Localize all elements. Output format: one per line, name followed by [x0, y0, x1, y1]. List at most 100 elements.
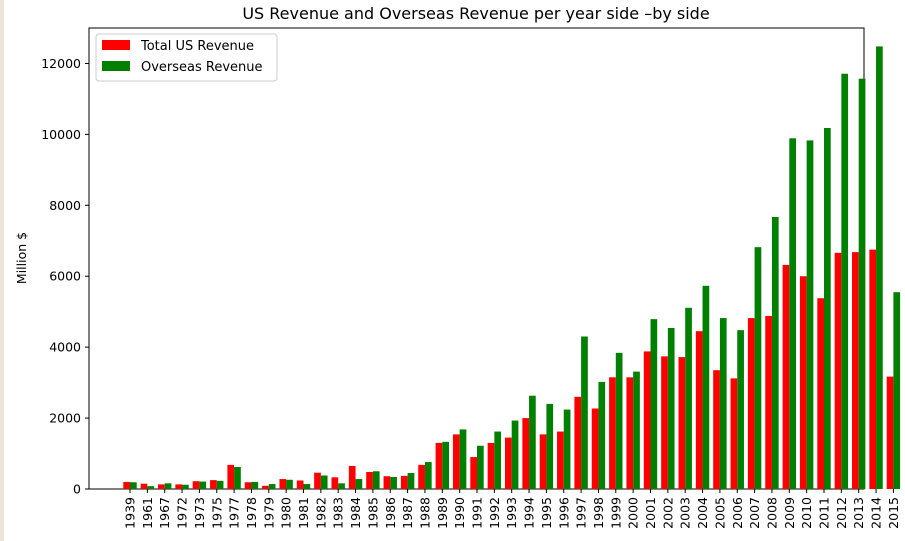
overseas-revenue-bar-1985 [372, 471, 380, 489]
us-revenue-bar-2009 [782, 264, 790, 489]
us-revenue-bar-1987 [400, 475, 408, 489]
x-tick-label: 1994 [522, 497, 537, 529]
overseas-revenue-bar-1982 [320, 475, 328, 489]
overseas-revenue-bar-1979 [268, 484, 276, 489]
us-revenue-bar-2014 [869, 249, 877, 489]
y-tick-label: 2000 [49, 411, 81, 426]
overseas-revenue-bar-1973 [199, 481, 207, 489]
window-edge [0, 0, 4, 541]
us-revenue-bar-1998 [591, 408, 599, 489]
us-revenue-bar-2006 [730, 378, 738, 489]
overseas-revenue-bar-1991 [477, 445, 484, 489]
chart-title: US Revenue and Overseas Revenue per year… [242, 4, 709, 23]
us-revenue-bar-2008 [765, 315, 772, 489]
x-tick-label: 1939 [123, 497, 138, 529]
overseas-revenue-bar-1988 [424, 462, 432, 489]
x-tick-label: 1988 [417, 497, 432, 529]
x-tick-label: 1985 [365, 497, 380, 529]
legend-label-us: Total US Revenue [140, 39, 254, 54]
x-tick-label: 1992 [487, 497, 502, 529]
overseas-revenue-bar-2010 [806, 140, 814, 489]
x-tick-label: 1997 [574, 497, 589, 529]
overseas-revenue-bar-2014 [876, 46, 883, 489]
x-tick-label: 1998 [591, 497, 606, 529]
overseas-revenue-bar-1972 [182, 484, 189, 489]
x-tick-label: 1975 [209, 497, 224, 529]
x-tick-label: 1967 [157, 497, 172, 529]
x-tick-label: 1999 [608, 497, 623, 529]
x-tick-label: 1987 [400, 497, 415, 529]
x-tick-label: 1981 [296, 497, 311, 529]
us-revenue-bar-1972 [175, 484, 183, 489]
overseas-revenue-bar-1978 [251, 481, 259, 489]
x-tick-label: 2005 [712, 497, 727, 529]
overseas-revenue-bar-2009 [789, 138, 796, 490]
x-tick-label: 2014 [869, 497, 884, 529]
x-tick-label: 2001 [643, 497, 658, 529]
overseas-revenue-bar-1975 [216, 480, 224, 489]
us-revenue-bar-2015 [886, 376, 894, 489]
x-tick-label: 1979 [261, 497, 276, 529]
us-revenue-bar-1961 [140, 483, 148, 489]
us-revenue-bar-1939 [123, 481, 130, 489]
overseas-revenue-bar-1977 [234, 467, 241, 489]
x-tick-label: 2000 [626, 497, 641, 529]
overseas-revenue-bar-1997 [581, 336, 588, 489]
x-tick-label: 2013 [851, 497, 866, 529]
us-revenue-bar-1991 [470, 457, 477, 489]
overseas-revenue-bar-2003 [685, 307, 692, 489]
legend-swatch-overseas [102, 61, 130, 71]
bars-group [123, 46, 901, 490]
us-revenue-bar-2002 [661, 356, 668, 489]
us-revenue-bar-2001 [643, 351, 651, 489]
us-revenue-bar-1989 [435, 442, 443, 489]
us-revenue-bar-1983 [331, 477, 339, 489]
overseas-revenue-bar-2012 [841, 73, 849, 489]
overseas-revenue-bar-2006 [737, 330, 744, 489]
x-tick-label: 1995 [539, 497, 554, 529]
us-revenue-bar-1986 [383, 476, 391, 489]
overseas-revenue-bar-1984 [355, 479, 363, 489]
x-tick-label: 1996 [556, 497, 571, 529]
x-tick-label: 1984 [348, 497, 363, 529]
overseas-revenue-bar-2015 [893, 292, 901, 489]
y-axis-label: Million $ [14, 232, 29, 284]
overseas-revenue-bar-1983 [338, 483, 345, 489]
y-tick-label: 4000 [49, 340, 81, 355]
us-revenue-bar-1981 [296, 480, 304, 489]
overseas-revenue-bar-2008 [771, 217, 779, 489]
overseas-revenue-bar-1980 [286, 479, 293, 489]
us-revenue-bar-1995 [539, 434, 547, 489]
x-tick-label: 1991 [470, 497, 485, 529]
us-revenue-bar-1978 [244, 482, 252, 489]
us-revenue-bar-2012 [834, 252, 842, 489]
overseas-revenue-bar-2001 [650, 319, 658, 489]
us-revenue-bar-1975 [210, 480, 217, 489]
x-tick-label: 2009 [782, 497, 797, 529]
x-tick-label: 2004 [695, 497, 710, 529]
us-revenue-bar-1993 [505, 437, 512, 489]
overseas-revenue-bar-1967 [164, 483, 172, 489]
overseas-revenue-bar-1999 [615, 352, 623, 489]
us-revenue-bar-1988 [418, 464, 425, 489]
y-axis: 0 2000 4000 6000 8000 10000 12000 [41, 56, 89, 497]
x-tick-label: 2008 [764, 497, 779, 529]
x-tick-label: 2007 [747, 497, 762, 529]
legend-box [95, 33, 278, 82]
us-revenue-bar-1977 [227, 464, 235, 489]
overseas-revenue-bar-2007 [754, 247, 762, 489]
x-tick-label: 1980 [279, 497, 294, 529]
y-tick-label: 10000 [41, 127, 81, 142]
overseas-revenue-bar-1989 [442, 441, 449, 489]
us-revenue-bar-1990 [452, 434, 460, 489]
overseas-revenue-bar-1939 [130, 482, 137, 489]
overseas-revenue-bar-1998 [598, 381, 606, 489]
x-tick-label: 1961 [140, 497, 155, 529]
us-revenue-bar-1973 [192, 481, 200, 489]
us-revenue-bar-1967 [158, 484, 165, 489]
legend-label-overseas: Overseas Revenue [141, 60, 263, 75]
x-tick-label: 1973 [192, 497, 207, 529]
us-revenue-bar-1994 [522, 418, 530, 489]
overseas-revenue-bar-1961 [147, 486, 155, 489]
